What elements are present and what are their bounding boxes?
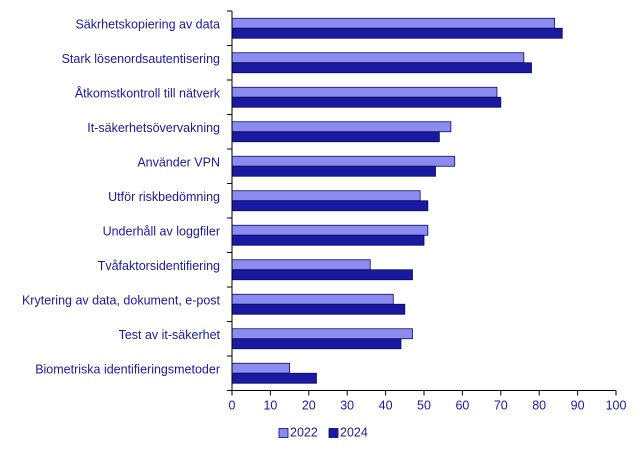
category-labels: Säkrhetskopiering av data Stark lösenords… bbox=[22, 18, 221, 377]
category-label: Utför riskbedömning bbox=[108, 190, 220, 204]
bar-2024-10 bbox=[231, 338, 402, 350]
bar-2022-3 bbox=[231, 86, 498, 98]
category-label: It-säkerhetsövervakning bbox=[87, 121, 220, 135]
category-label: Använder VPN bbox=[137, 156, 220, 170]
bar-2022-2 bbox=[231, 52, 525, 64]
bar-2022-5 bbox=[231, 155, 456, 167]
bar-2024-6 bbox=[231, 200, 429, 212]
x-tick-label: 70 bbox=[494, 399, 508, 413]
category-label: Underhåll av loggfiler bbox=[103, 225, 220, 239]
bar-2024-1 bbox=[231, 27, 563, 39]
x-tick-label: 100 bbox=[606, 399, 627, 413]
category-label: Tvåfaktorsidentifiering bbox=[98, 259, 220, 273]
x-axis: 0 10 20 30 40 50 60 70 80 90 100 bbox=[227, 10, 627, 413]
bar-2022-9 bbox=[231, 293, 394, 305]
category-label: Säkrhetskopiering av data bbox=[75, 18, 220, 32]
bar-2022-7 bbox=[231, 224, 429, 236]
category-label: Krytering av data, dokument, e-post bbox=[22, 294, 221, 308]
bar-2024-9 bbox=[231, 303, 406, 315]
x-tick-label: 90 bbox=[571, 399, 585, 413]
bar-2024-7 bbox=[231, 234, 425, 246]
x-tick-label: 20 bbox=[302, 399, 316, 413]
bar-2022-6 bbox=[231, 190, 421, 202]
x-tick-label: 50 bbox=[417, 399, 431, 413]
legend: 2022 2024 bbox=[278, 425, 368, 439]
legend-label-2024: 2024 bbox=[340, 425, 368, 439]
bar-2024-3 bbox=[231, 96, 502, 108]
x-tick-label: 10 bbox=[263, 399, 277, 413]
category-label: Biometriska identifieringsmetoder bbox=[35, 363, 220, 377]
x-tick-label: 30 bbox=[340, 399, 354, 413]
legend-label-2022: 2022 bbox=[290, 425, 318, 439]
bar-2024-2 bbox=[231, 62, 532, 74]
bar-2022-1 bbox=[231, 17, 555, 29]
legend-swatch-2022 bbox=[278, 428, 289, 438]
category-label: Åtkomstkontroll till nätverk bbox=[75, 86, 221, 101]
category-label: Test av it-säkerhet bbox=[119, 328, 221, 342]
bar-2022-11 bbox=[231, 362, 290, 374]
x-tick-label: 0 bbox=[229, 399, 236, 413]
bar-2024-11 bbox=[231, 372, 317, 384]
bar-2024-4 bbox=[231, 131, 440, 143]
legend-swatch-2024 bbox=[328, 428, 339, 438]
x-tick-label: 80 bbox=[532, 399, 546, 413]
x-tick-label: 40 bbox=[379, 399, 393, 413]
bar-2022-8 bbox=[231, 259, 371, 271]
x-tick-label: 60 bbox=[455, 399, 469, 413]
category-label: Stark lösenordsautentisering bbox=[62, 52, 220, 66]
bar-2024-5 bbox=[231, 165, 436, 177]
bars-layer bbox=[231, 17, 563, 384]
bar-2022-10 bbox=[231, 328, 413, 340]
bar-2022-4 bbox=[231, 121, 452, 133]
bar-2024-8 bbox=[231, 269, 413, 281]
